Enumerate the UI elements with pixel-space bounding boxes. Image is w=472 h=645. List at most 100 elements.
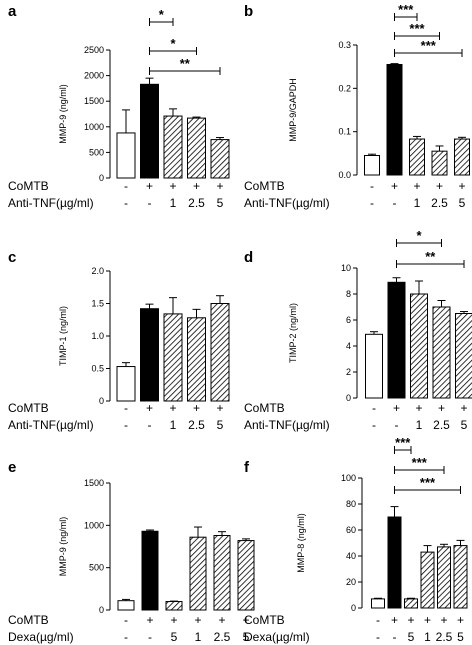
panel-d: d 0 2 4 6 8 10 TIMP-2 (ng/ml) *** CoMTB - + + + + Anti-… [244, 228, 472, 432]
condition-value: + [242, 613, 249, 627]
y-tick-label: 0.3 [338, 40, 351, 50]
y-tick-label: 6 [346, 315, 351, 325]
bar [187, 317, 206, 402]
bar [116, 132, 136, 179]
panel-label: f [244, 459, 250, 476]
condition-value: 5 [408, 630, 415, 644]
condition-value: + [460, 401, 467, 415]
sig-label: * [170, 36, 176, 51]
sig-label: *** [395, 435, 411, 450]
y-tick-label: 0.2 [338, 83, 351, 93]
condition-row-label: CoMTB [244, 179, 285, 193]
condition-value: + [193, 401, 200, 415]
y-tick-label: 0.0 [338, 170, 351, 180]
condition-value: 5 [217, 196, 224, 210]
y-axis-label: MMP-9 (ng/ml) [58, 517, 68, 577]
sig-label: *** [412, 455, 428, 470]
condition-value: 1 [170, 418, 177, 432]
panel-label: d [244, 249, 253, 266]
bar [365, 333, 383, 399]
bar [165, 601, 183, 611]
condition-value: 5 [459, 196, 466, 210]
y-tick-label: 0.5 [91, 364, 104, 374]
condition-value: + [146, 179, 153, 193]
condition-value: + [436, 179, 443, 193]
bar [237, 540, 255, 611]
sig-label: *** [409, 21, 425, 36]
condition-value: + [218, 613, 225, 627]
bar [189, 536, 207, 611]
bar [437, 546, 451, 609]
condition-value: - [148, 196, 152, 210]
condition-value: 5 [457, 630, 464, 644]
condition-row-label: Dexa(µg/ml) [8, 630, 74, 644]
y-tick-label: 2500 [84, 45, 104, 55]
sig-label: *** [398, 2, 414, 17]
panel-e: e 0 500 1000 1500 MMP-9 (ng/ml) CoMTB - + + + + + Dex… [8, 459, 255, 644]
condition-value: - [370, 196, 374, 210]
bar [117, 600, 135, 611]
y-tick-label: 80 [346, 499, 356, 509]
condition-value: + [194, 613, 201, 627]
bar [210, 139, 230, 179]
condition-value: + [216, 401, 223, 415]
y-tick-label: 4 [346, 341, 351, 351]
condition-row-label: Anti-TNF(µg/ml) [244, 418, 330, 432]
condition-value: - [393, 196, 397, 210]
condition-value: - [376, 613, 380, 627]
y-tick-label: 40 [346, 551, 356, 561]
condition-value: + [457, 613, 464, 627]
condition-value: 5 [461, 418, 468, 432]
y-tick-label: 500 [89, 563, 104, 573]
y-tick-label: 0 [351, 603, 356, 613]
condition-value: - [124, 196, 128, 210]
y-tick-label: 20 [346, 577, 356, 587]
bar [432, 306, 451, 399]
condition-value: 2.5 [436, 630, 453, 644]
condition-value: + [146, 613, 153, 627]
condition-value: + [458, 179, 465, 193]
y-tick-label: 0 [99, 396, 104, 406]
condition-row-label: CoMTB [8, 179, 49, 193]
condition-value: + [170, 613, 177, 627]
condition-value: 2.5 [188, 418, 205, 432]
bar [386, 64, 403, 176]
condition-row-label: Anti-TNF(µg/ml) [8, 196, 94, 210]
bar [387, 281, 406, 399]
bar [140, 308, 159, 402]
y-axis-label: MMP-9 (ng/ml) [58, 84, 68, 144]
bar [187, 117, 206, 179]
condition-value: + [415, 401, 422, 415]
panel-c: c 0 0.5 1.0 1.5 2.0 TIMP-1 (ng/ml) CoMTB - + + + + An… [8, 249, 230, 432]
condition-value: 1 [170, 196, 177, 210]
condition-row-label: Anti-TNF(µg/ml) [244, 196, 330, 210]
condition-value: + [146, 401, 153, 415]
y-tick-label: 2.0 [91, 266, 104, 276]
condition-value: + [413, 179, 420, 193]
condition-value: 1 [414, 196, 421, 210]
bar [116, 366, 136, 402]
condition-value: 1 [416, 418, 423, 432]
bar [404, 598, 418, 609]
condition-value: - [395, 418, 399, 432]
y-tick-label: 8 [346, 289, 351, 299]
condition-value: + [216, 179, 223, 193]
sig-label: *** [421, 38, 437, 53]
condition-value: + [391, 613, 398, 627]
condition-value: - [372, 401, 376, 415]
bar [163, 313, 183, 402]
panel-label: c [8, 249, 16, 266]
y-tick-label: 500 [89, 147, 104, 157]
sig-label: * [159, 7, 165, 22]
y-tick-label: 0 [346, 393, 351, 403]
sig-label: * [416, 228, 422, 243]
y-tick-label: 1500 [84, 96, 104, 106]
y-tick-label: 0 [99, 605, 104, 615]
condition-value: 5 [171, 630, 178, 644]
condition-value: - [124, 418, 128, 432]
condition-value: + [193, 179, 200, 193]
y-tick-label: 60 [346, 525, 356, 535]
bar [140, 83, 159, 179]
